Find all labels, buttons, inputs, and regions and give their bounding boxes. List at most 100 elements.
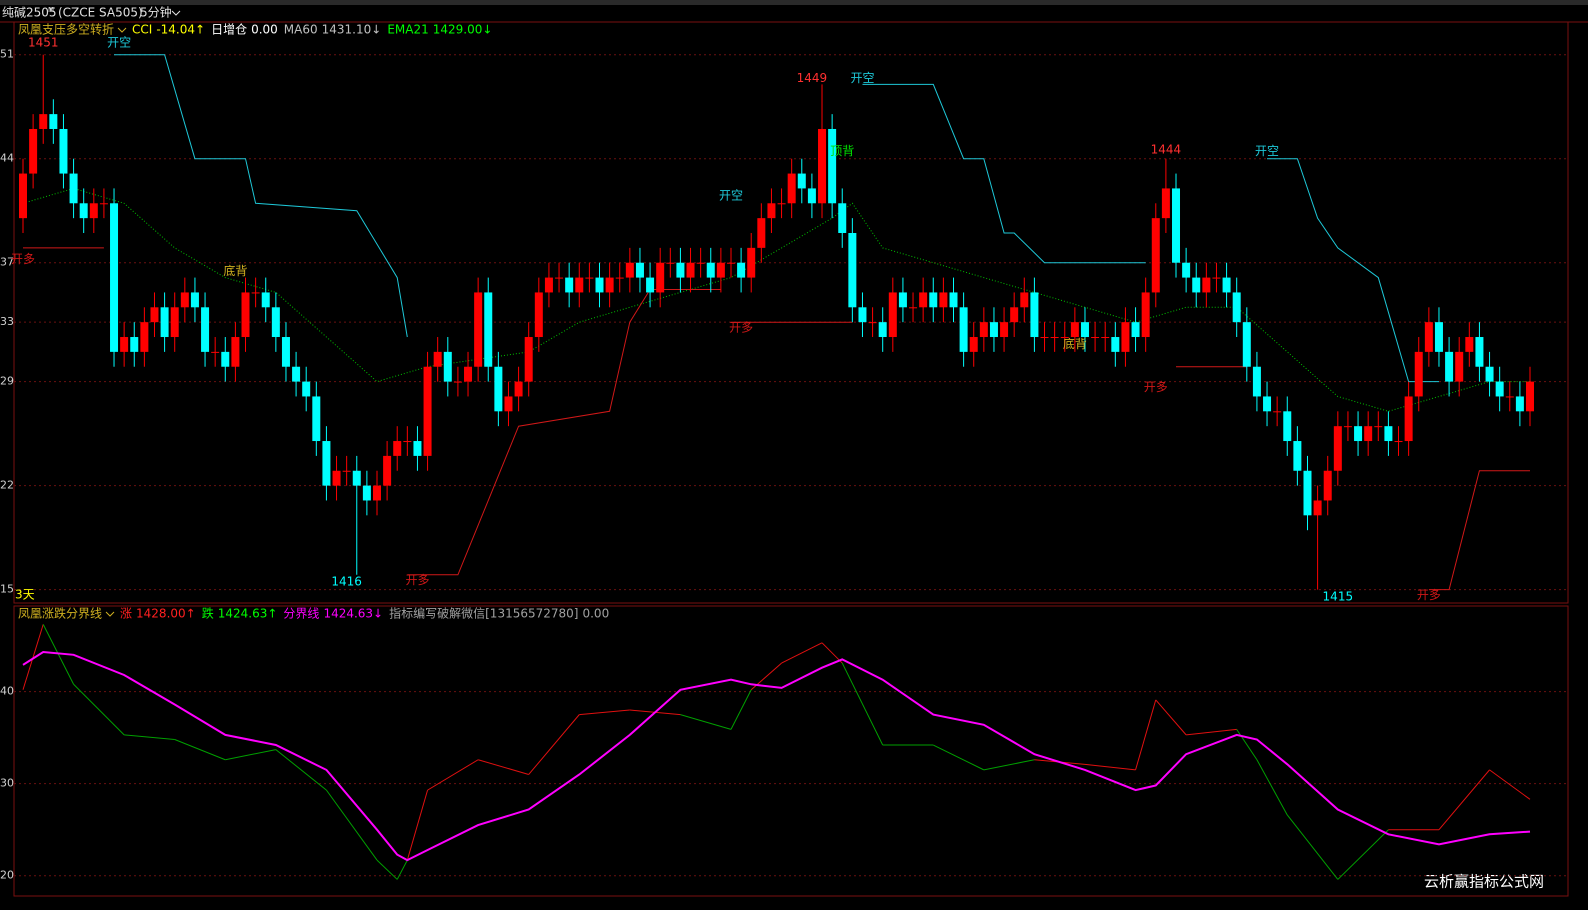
candle-body [1242, 322, 1251, 367]
candle-body [1343, 426, 1352, 428]
candle-body [504, 396, 513, 412]
candle-body [69, 173, 78, 204]
y-tick-label: 37 [0, 256, 14, 269]
indicator-dropdown[interactable] [117, 27, 127, 33]
candle-body [898, 292, 907, 308]
candle-body [1475, 337, 1484, 367]
candle-body [190, 292, 199, 308]
candle-body [838, 203, 847, 234]
candle-body [1010, 307, 1019, 323]
indicator-value: 1424.63↓ [323, 607, 383, 621]
candle-body [1313, 500, 1322, 516]
series-segment [124, 734, 175, 740]
candle-body [99, 203, 108, 205]
candle-body [281, 337, 290, 367]
series-segment [1286, 814, 1339, 880]
candle-body [59, 128, 68, 174]
series-segment [427, 759, 479, 791]
candle-body [1424, 322, 1433, 352]
candle-body [251, 292, 260, 294]
annotation: 开多 [405, 573, 429, 587]
candle-body [1505, 396, 1514, 398]
y-tick-label: 40 [0, 685, 14, 698]
series-segment [376, 859, 398, 880]
candle-body [403, 441, 412, 443]
candle-body [514, 381, 523, 397]
candle-body [1526, 381, 1534, 412]
candle-body [726, 262, 735, 264]
candle-body [1111, 337, 1120, 352]
candle-body [1030, 292, 1039, 338]
indicator-dropdown[interactable] [105, 611, 115, 617]
candle-body [221, 351, 230, 367]
candle-body [696, 262, 705, 264]
series-segment [983, 759, 1035, 771]
series-segment [841, 662, 884, 746]
series-segment [225, 749, 276, 761]
candle-body [342, 470, 351, 472]
candle-body [443, 351, 452, 382]
candle-body [1050, 337, 1059, 339]
candle-body [423, 366, 432, 456]
candle-body [737, 262, 746, 278]
candle-body [372, 485, 381, 501]
candle-body [575, 277, 584, 293]
candle-body [49, 114, 58, 129]
indicator-title: 凤凰支压多空转折 [18, 22, 114, 37]
annotation: 顶背 [830, 144, 854, 158]
series-segment [579, 709, 630, 716]
annotation: 开空 [850, 71, 874, 85]
indicator-value: 1429.00↓ [433, 23, 493, 37]
y-tick-label: 51 [0, 48, 14, 61]
series-segment [781, 642, 823, 664]
candle-body [170, 307, 179, 338]
candle-body [565, 277, 574, 293]
y-tick-label: 22 [0, 479, 14, 492]
candle-body [1080, 322, 1089, 338]
candle-body [1434, 322, 1443, 352]
candle-body [686, 262, 695, 278]
candle-body [271, 307, 280, 338]
candle-body [767, 203, 776, 219]
candle-body [959, 307, 968, 352]
series-segment [1135, 699, 1157, 771]
symbol-code: (CZCE SA505) [58, 6, 143, 20]
annotation: 开多 [11, 252, 35, 266]
candle-body [777, 203, 786, 205]
annotation: 开空 [1255, 144, 1279, 158]
series-segment [933, 744, 985, 771]
symbol-flag: M [48, 6, 54, 14]
period-dropdown[interactable] [171, 10, 181, 16]
annotation: 1449 [797, 71, 828, 85]
series-segment [1489, 769, 1531, 800]
candle-body [292, 366, 301, 382]
candle-body [868, 322, 877, 324]
series-line [22, 650, 1531, 862]
annotation: 开多 [729, 321, 753, 335]
series-segment [22, 624, 44, 690]
indicator-name: CCI [132, 23, 152, 37]
candle-body [1495, 381, 1504, 397]
candle-body [949, 292, 958, 308]
candle-body [635, 262, 644, 278]
period[interactable]: 5分钟 [140, 5, 172, 20]
candle-body [878, 322, 887, 338]
candle-body [1020, 292, 1029, 308]
series-segment [1155, 699, 1187, 736]
candle-body [615, 277, 624, 279]
candle-body [19, 173, 27, 219]
candle-body [969, 337, 978, 352]
candle-body [747, 247, 756, 278]
candle-body [1131, 322, 1140, 338]
series-segment [326, 789, 378, 861]
series-segment [1337, 829, 1389, 880]
indicator-title: 凤凰涨跌分界线 [18, 606, 102, 621]
annotation: 1416 [331, 575, 362, 589]
candle-body [383, 455, 392, 486]
candle-body [909, 307, 918, 309]
y-tick-label: 15 [0, 583, 14, 596]
candle-body [1394, 441, 1403, 443]
series-segment [1186, 728, 1237, 736]
series-line [114, 54, 1439, 383]
